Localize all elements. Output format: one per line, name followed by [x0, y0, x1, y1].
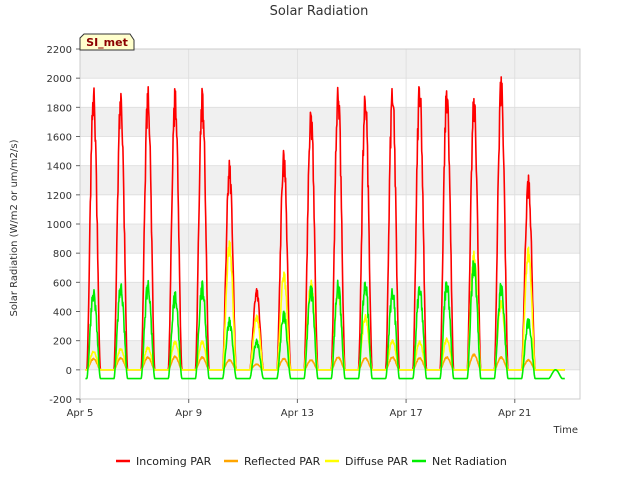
y-tick-label: 1200 — [47, 191, 72, 202]
badge-frame — [79, 33, 135, 51]
background-band — [80, 136, 580, 166]
legend-label: Incoming PAR — [136, 455, 212, 468]
y-tick-label: -200 — [49, 395, 72, 406]
x-tick-label: Apr 17 — [389, 408, 422, 419]
background-band — [80, 107, 580, 137]
background-band — [80, 369, 580, 399]
badge-label: SI_met — [86, 36, 128, 49]
series-line-net-radiation — [85, 260, 566, 380]
site-badge: SI_met — [79, 33, 135, 51]
y-tick-label: 1600 — [47, 133, 72, 144]
legend-label: Diffuse PAR — [345, 455, 409, 468]
y-tick-label: 2200 — [47, 45, 72, 56]
x-tick-label: Apr 13 — [281, 408, 314, 419]
x-tick-label: Apr 21 — [498, 408, 531, 419]
x-axis-ticks: Apr 5 Apr 9 Apr 13 Apr 17 Apr 21 — [67, 399, 531, 419]
series-lines — [85, 76, 566, 380]
background-band — [80, 78, 580, 108]
y-axis-label: Solar Radiation (W/m2 or um/m2/s) — [9, 139, 20, 316]
background-band — [80, 194, 580, 224]
series-line-diffuse-par — [85, 240, 566, 371]
background-band — [80, 49, 580, 79]
x-axis-label: Time — [553, 425, 578, 436]
y-tick-label: 2000 — [47, 74, 72, 85]
y-tick-label: 400 — [53, 308, 72, 319]
y-axis-ticks: -200 0 200 400 600 800 1000 1200 1400 1600 1800 200… — [47, 45, 80, 406]
background-band — [80, 282, 580, 312]
y-tick-label: 600 — [53, 278, 72, 289]
legend: Incoming PAR Reflected PAR Diffuse PAR Net … — [116, 455, 507, 468]
chart-title: Solar Radiation — [270, 4, 369, 19]
y-tick-label: 0 — [66, 366, 72, 377]
y-tick-label: 1000 — [47, 220, 72, 231]
x-tick-label: Apr 5 — [67, 408, 94, 419]
legend-label: Net Radiation — [432, 455, 507, 468]
y-tick-label: 1400 — [47, 162, 72, 173]
x-tick-label: Apr 9 — [175, 408, 202, 419]
y-tick-label: 800 — [53, 249, 72, 260]
y-tick-label: 200 — [53, 337, 72, 348]
y-tick-label: 1800 — [47, 103, 72, 114]
background-band — [80, 165, 580, 195]
legend-label: Reflected PAR — [244, 455, 321, 468]
